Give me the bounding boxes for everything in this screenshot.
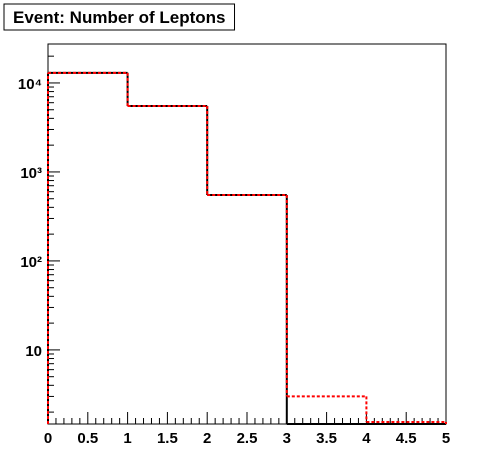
x-tick-label: 2 — [203, 430, 211, 447]
x-tick-label: 0 — [44, 430, 52, 447]
x-tick-label: 3.5 — [316, 430, 337, 447]
y-tick-label: 10⁴ — [18, 76, 42, 93]
x-tick-label: 2.5 — [237, 430, 258, 447]
y-tick-label: 10 — [25, 343, 42, 360]
chart-title: Event: Number of Leptons — [13, 8, 226, 27]
x-tick-label: 1.5 — [157, 430, 178, 447]
x-tick-label: 1 — [123, 430, 131, 447]
y-tick-label: 10³ — [20, 165, 42, 182]
y-tick-label: 10² — [20, 254, 42, 271]
title-box — [3, 3, 236, 31]
x-tick-label: 3 — [283, 430, 291, 447]
x-tick-label: 4.5 — [396, 430, 417, 447]
x-tick-label: 4 — [362, 430, 371, 447]
x-tick-label: 0.5 — [77, 430, 98, 447]
x-tick-label: 5 — [442, 430, 450, 447]
